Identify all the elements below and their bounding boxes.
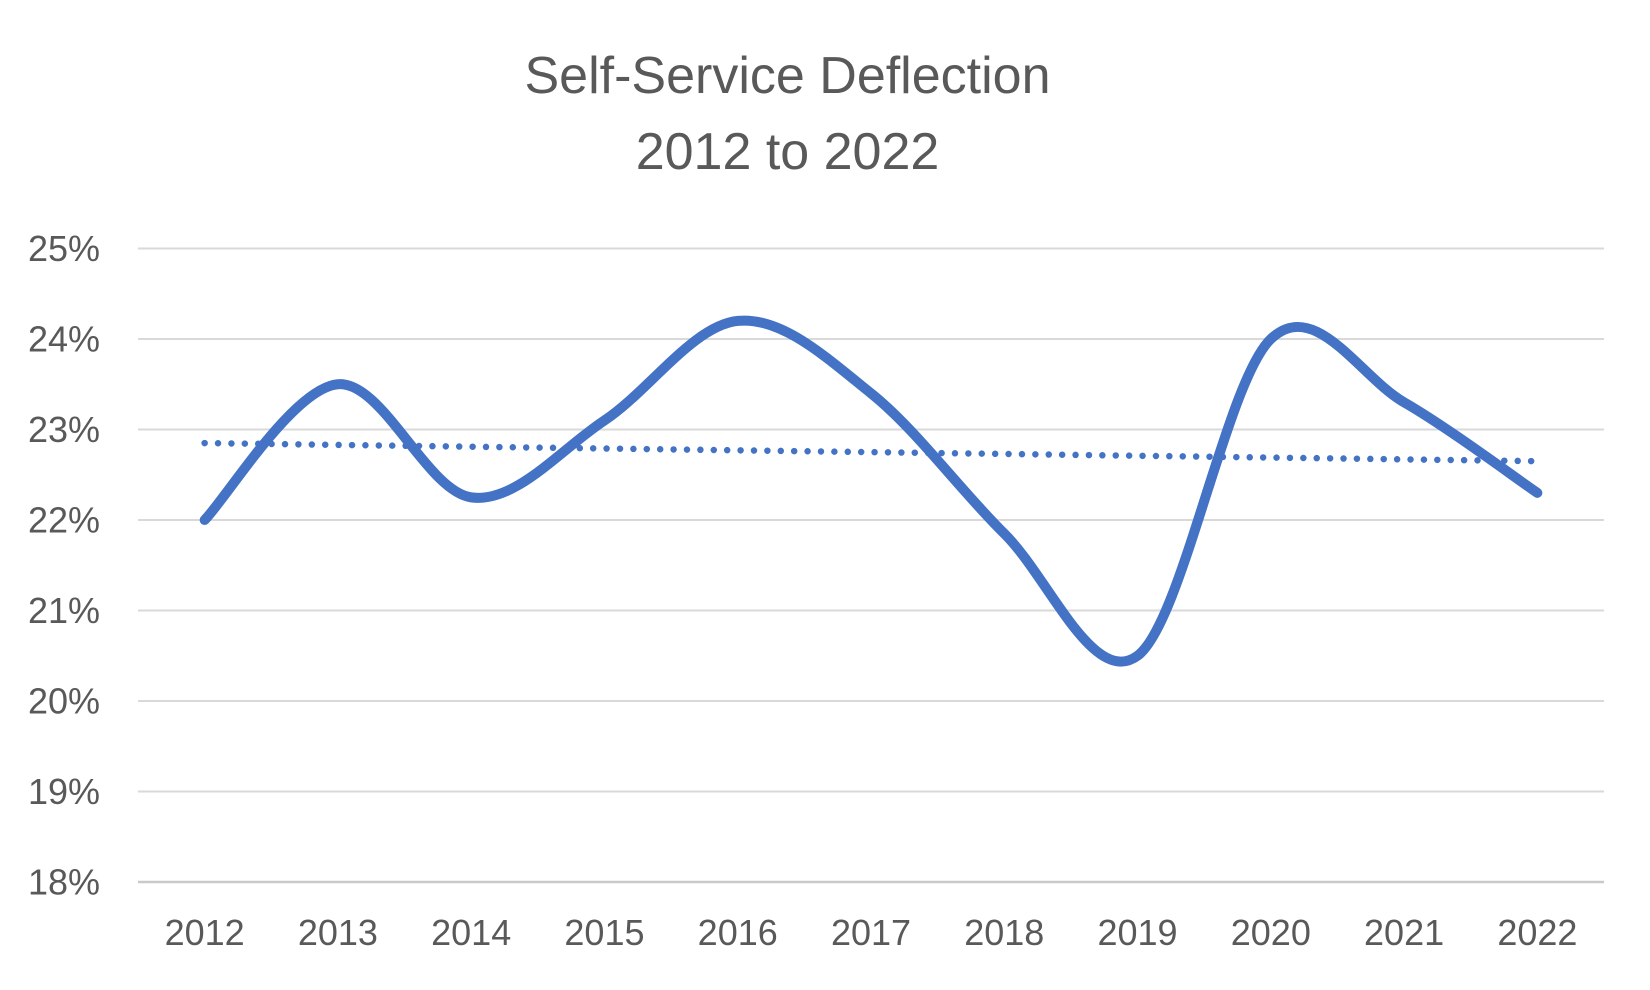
deflection-line [199,315,1543,667]
x-axis-labels: 2012 2013 2014 2015 2016 2017 2018 2019 2020 2021… [165,912,1578,953]
y-tick-label: 20% [28,681,100,722]
x-tick-label: 2021 [1364,912,1444,953]
chart-title-line1: Self-Service Deflection [524,47,1051,105]
chart-title: Self-Service Deflection 2012 to 2022 [0,38,1575,190]
trendline [201,439,1541,465]
gridlines [138,247,1604,884]
y-tick-label: 21% [28,590,100,631]
x-tick-label: 2015 [564,912,644,953]
x-tick-label: 2013 [298,912,378,953]
x-tick-label: 2017 [831,912,911,953]
y-tick-label: 23% [28,409,100,450]
y-tick-label: 22% [28,500,100,541]
x-tick-label: 2016 [698,912,778,953]
x-tick-label: 2014 [431,912,511,953]
x-tick-label: 2012 [165,912,245,953]
x-tick-label: 2018 [964,912,1044,953]
y-tick-label: 25% [28,228,100,269]
y-tick-label: 19% [28,771,100,812]
y-tick-label: 24% [28,319,100,360]
y-axis-labels: 25% 24% 23% 22% 21% 20% 19% 18% [28,228,100,903]
x-tick-label: 2020 [1231,912,1311,953]
x-tick-label: 2019 [1097,912,1177,953]
chart-title-line2: 2012 to 2022 [635,123,940,181]
y-tick-label: 18% [28,862,100,903]
x-tick-label: 2022 [1497,912,1577,953]
